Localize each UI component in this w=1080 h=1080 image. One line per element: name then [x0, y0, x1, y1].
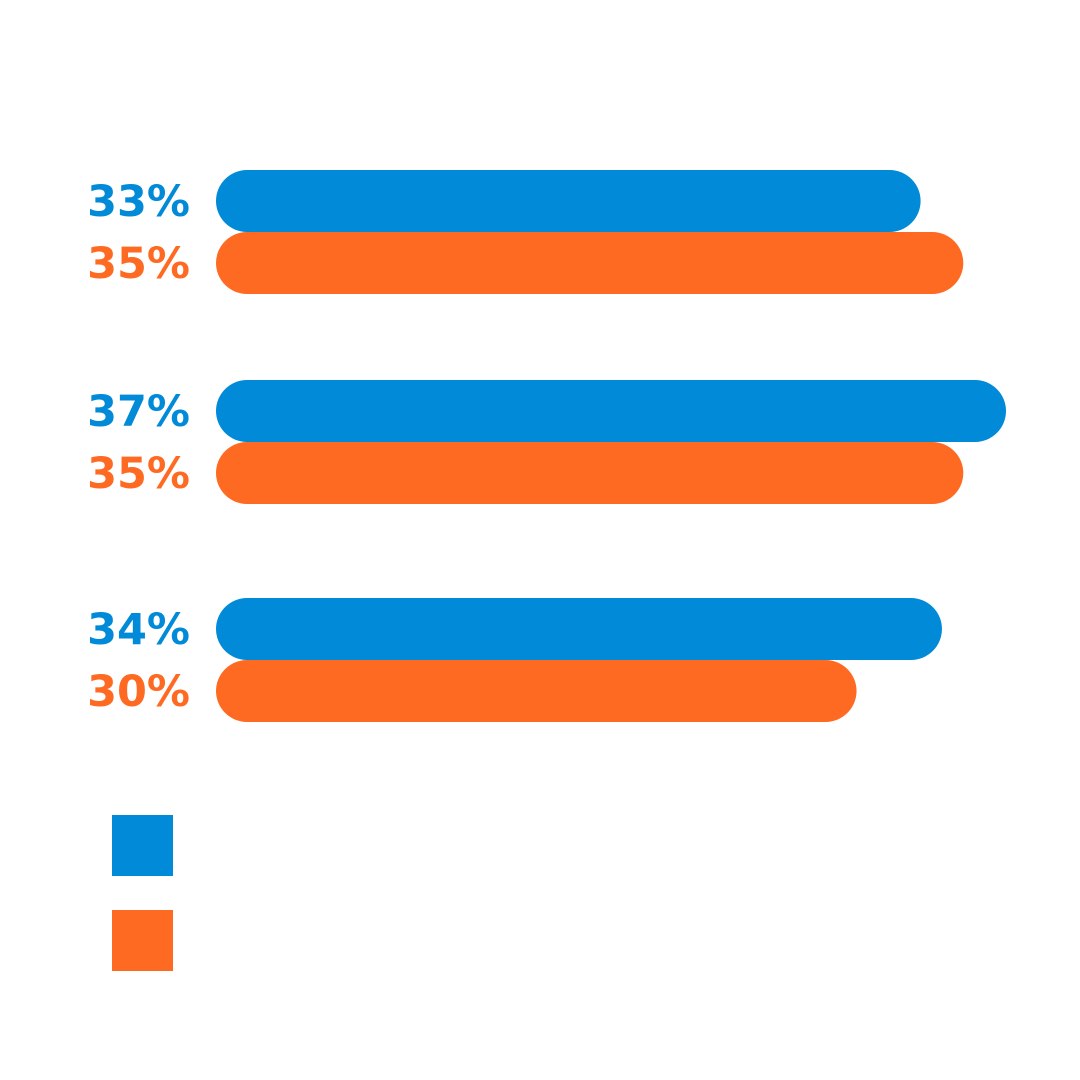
bar-1-2 — [216, 380, 1006, 442]
value-label-2-1: 35% — [87, 239, 190, 289]
value-labels-group: 33% 35% 37% 35% 34% 30% — [87, 177, 190, 717]
bar-2-1 — [216, 232, 964, 294]
bars-group — [216, 170, 1006, 722]
value-label-2-2: 35% — [87, 449, 190, 499]
bar-1-1 — [216, 170, 921, 232]
bar-1-3 — [216, 598, 942, 660]
value-label-1-2: 37% — [87, 387, 190, 437]
bar-2-3 — [216, 660, 857, 722]
value-label-1-3: 34% — [87, 605, 190, 655]
value-label-1-1: 33% — [87, 177, 190, 227]
bar-2-2 — [216, 442, 964, 504]
value-label-2-3: 30% — [87, 667, 190, 717]
legend — [112, 815, 173, 971]
legend-swatch-1 — [112, 815, 173, 876]
legend-swatch-2 — [112, 910, 173, 971]
